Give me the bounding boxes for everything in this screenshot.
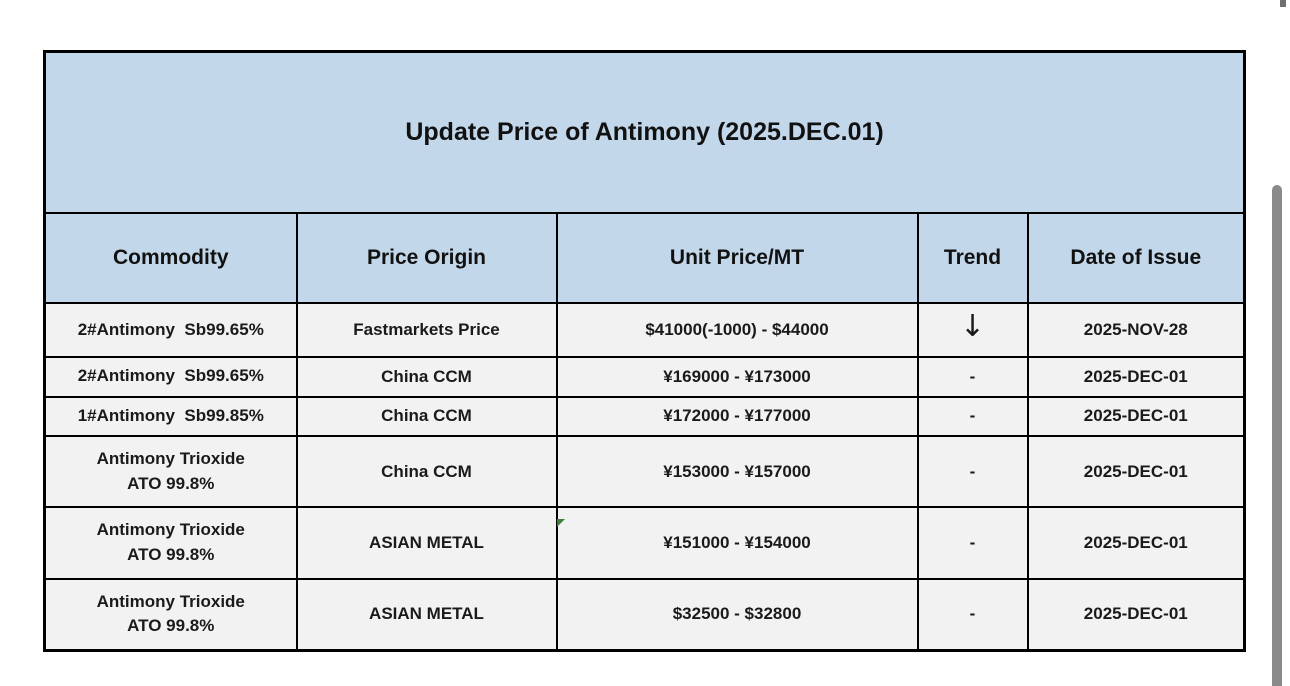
table-row: 2#Antimony Sb99.65% China CCM ¥169000 - … <box>43 356 1246 398</box>
column-header-date-of-issue: Date of Issue <box>1026 211 1246 304</box>
table-row: Antimony Trioxide ATO 99.8% ASIAN METAL … <box>43 577 1246 652</box>
date-of-issue-cell: 2025-DEC-01 <box>1026 506 1246 580</box>
unit-price-cell: ¥169000 - ¥173000 <box>555 356 919 398</box>
table-title: Update Price of Antimony (2025.DEC.01) <box>43 50 1246 214</box>
table-header-row: Commodity Price Origin Unit Price/MT Tre… <box>43 211 1246 304</box>
scrollbar-top-fragment <box>1280 0 1286 7</box>
table-row: 2#Antimony Sb99.65% Fastmarkets Price $4… <box>43 301 1246 359</box>
unit-price-cell: ¥153000 - ¥157000 <box>555 435 919 509</box>
cell-comment-triangle-icon <box>557 519 565 527</box>
commodity-cell: Antimony Trioxide ATO 99.8% <box>43 577 298 652</box>
date-of-issue-cell: 2025-DEC-01 <box>1026 356 1246 398</box>
column-header-unit-price: Unit Price/MT <box>555 211 919 304</box>
trend-cell: - <box>916 435 1029 509</box>
trend-cell: ↓ <box>916 301 1029 359</box>
price-origin-cell: ASIAN METAL <box>295 577 558 652</box>
commodity-cell: 1#Antimony Sb99.85% <box>43 395 298 438</box>
price-origin-cell: China CCM <box>295 395 558 438</box>
date-of-issue-cell: 2025-DEC-01 <box>1026 577 1246 652</box>
table-row: Antimony Trioxide ATO 99.8% ASIAN METAL … <box>43 506 1246 580</box>
trend-cell: - <box>916 506 1029 580</box>
date-of-issue-cell: 2025-DEC-01 <box>1026 395 1246 438</box>
vertical-scrollbar-thumb[interactable] <box>1272 185 1282 686</box>
column-header-commodity: Commodity <box>43 211 298 304</box>
trend-cell: - <box>916 356 1029 398</box>
unit-price-cell: $32500 - $32800 <box>555 577 919 652</box>
unit-price-cell: $41000(-1000) - $44000 <box>555 301 919 359</box>
price-origin-cell: China CCM <box>295 435 558 509</box>
price-origin-cell: ASIAN METAL <box>295 506 558 580</box>
commodity-cell: Antimony Trioxide ATO 99.8% <box>43 506 298 580</box>
table-row: Antimony Trioxide ATO 99.8% China CCM ¥1… <box>43 435 1246 509</box>
column-header-price-origin: Price Origin <box>295 211 558 304</box>
column-header-trend: Trend <box>916 211 1029 304</box>
unit-price-cell: ¥172000 - ¥177000 <box>555 395 919 438</box>
commodity-cell: Antimony Trioxide ATO 99.8% <box>43 435 298 509</box>
date-of-issue-cell: 2025-NOV-28 <box>1026 301 1246 359</box>
price-origin-cell: China CCM <box>295 356 558 398</box>
commodity-cell: 2#Antimony Sb99.65% <box>43 356 298 398</box>
commodity-cell: 2#Antimony Sb99.65% <box>43 301 298 359</box>
table-row: 1#Antimony Sb99.85% China CCM ¥172000 - … <box>43 395 1246 438</box>
table-title-row: Update Price of Antimony (2025.DEC.01) <box>43 50 1246 214</box>
trend-cell: - <box>916 577 1029 652</box>
price-origin-cell: Fastmarkets Price <box>295 301 558 359</box>
unit-price-cell: ¥151000 - ¥154000 <box>555 506 919 580</box>
antimony-price-table: Update Price of Antimony (2025.DEC.01) C… <box>43 50 1247 652</box>
trend-cell: - <box>916 395 1029 438</box>
date-of-issue-cell: 2025-DEC-01 <box>1026 435 1246 509</box>
